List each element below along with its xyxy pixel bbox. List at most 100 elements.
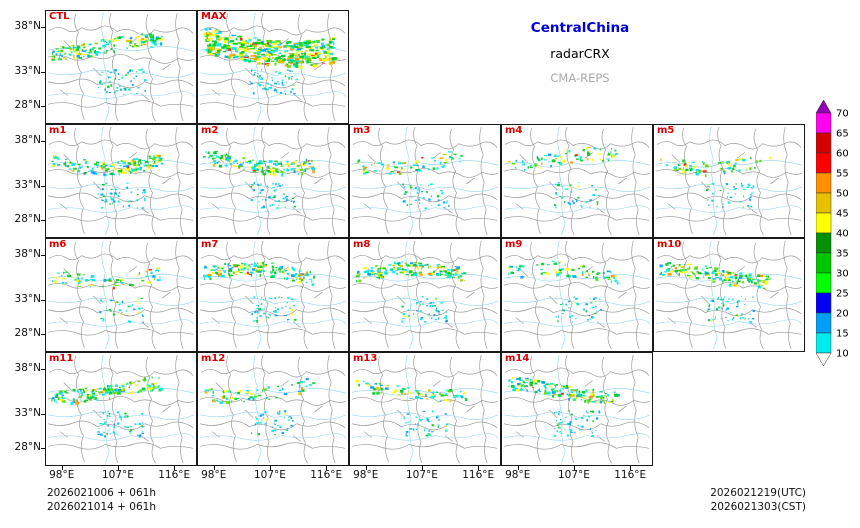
panel-label: m3 — [353, 125, 371, 136]
map-canvas — [47, 354, 195, 464]
map-canvas — [199, 126, 347, 236]
lon-tick-label: 98°E — [353, 469, 379, 481]
valid-time-cst: 2026021303(CST) — [710, 501, 806, 513]
colorbar-over-arrow — [815, 99, 832, 114]
map-canvas — [351, 240, 499, 350]
colorbar-tick-label: 15 — [836, 329, 849, 340]
lon-tick-mark — [174, 466, 176, 470]
lat-tick-label: 33°N — [14, 292, 41, 305]
region-title: CentralChina — [530, 20, 630, 36]
map-canvas — [351, 126, 499, 236]
colorbar-segment — [815, 112, 832, 134]
lat-tick-label: 28°N — [14, 440, 41, 453]
colorbar-segment — [815, 132, 832, 154]
colorbar-segment — [815, 232, 832, 254]
lon-tick-label: 107°E — [253, 469, 286, 481]
map-canvas — [351, 354, 499, 464]
panel-m1: m1 — [45, 124, 197, 238]
panel-label: m9 — [505, 239, 523, 250]
lon-tick-label: 107°E — [557, 469, 590, 481]
lon-tick-mark — [517, 466, 519, 470]
colorbar-segment — [815, 152, 832, 174]
lat-tick-mark — [41, 141, 45, 143]
lat-tick-label: 28°N — [14, 326, 41, 339]
lat-tick-mark — [41, 333, 45, 335]
colorbar-tick-label: 65 — [836, 129, 849, 140]
map-canvas — [47, 12, 195, 122]
colorbar-tick-label: 60 — [836, 149, 849, 160]
panel-label: m6 — [49, 239, 67, 250]
colorbar-tick-label: 55 — [836, 169, 849, 180]
panel-label: m2 — [201, 125, 219, 136]
panel-m6: m6 — [45, 238, 197, 352]
panel-CTL: CTL — [45, 10, 197, 124]
panel-m2: m2 — [197, 124, 349, 238]
map-canvas — [503, 240, 651, 350]
lon-tick-label: 98°E — [201, 469, 227, 481]
colorbar-tick-label: 35 — [836, 249, 849, 260]
lon-tick-mark — [269, 466, 271, 470]
lon-tick-label: 107°E — [405, 469, 438, 481]
lon-tick-mark — [117, 466, 119, 470]
lat-tick-mark — [41, 369, 45, 371]
lon-tick-mark — [365, 466, 367, 470]
valid-time-block: 2026021219(UTC) 2026021303(CST) — [688, 486, 806, 514]
colorbar-tick-label: 40 — [836, 229, 849, 240]
lat-tick-mark — [41, 255, 45, 257]
lat-tick-mark — [41, 413, 45, 415]
lat-tick-mark — [41, 27, 45, 29]
lat-tick-label: 28°N — [14, 98, 41, 111]
lon-tick-mark — [573, 466, 575, 470]
lon-tick-label: 98°E — [505, 469, 531, 481]
product-title: radarCRX — [550, 46, 610, 61]
panel-label: MAX — [201, 11, 227, 22]
colorbar-tick-label: 50 — [836, 189, 849, 200]
colorbar-tick-label: 25 — [836, 289, 849, 300]
lat-tick-label: 33°N — [14, 406, 41, 419]
valid-time-utc: 2026021219(UTC) — [710, 487, 806, 499]
panel-label: m4 — [505, 125, 523, 136]
colorbar-under-arrow — [815, 352, 832, 367]
colorbar-segment — [815, 332, 832, 354]
lon-tick-label: 107°E — [101, 469, 134, 481]
map-canvas — [503, 126, 651, 236]
lat-tick-mark — [41, 219, 45, 221]
colorbar-tick-label: 70 — [836, 109, 849, 120]
lon-tick-mark — [630, 466, 632, 470]
lat-tick-label: 38°N — [14, 248, 41, 261]
panel-m9: m9 — [501, 238, 653, 352]
lon-tick-label: 116°E — [462, 469, 495, 481]
map-canvas — [199, 354, 347, 464]
colorbar-segment — [815, 172, 832, 194]
lat-tick-label: 38°N — [14, 134, 41, 147]
init-time-line2: 2026021014 + 061h — [47, 501, 156, 513]
lon-tick-mark — [326, 466, 328, 470]
colorbar-segment — [815, 292, 832, 314]
lon-tick-mark — [61, 466, 63, 470]
model-title: CMA-REPS — [550, 71, 610, 85]
panel-label: m14 — [505, 353, 530, 364]
init-time-line1: 2026021006 + 061h — [47, 487, 156, 499]
colorbar-tick-label: 10 — [836, 349, 849, 360]
lat-tick-mark — [41, 71, 45, 73]
panel-m5: m5 — [653, 124, 805, 238]
lat-tick-label: 33°N — [14, 64, 41, 77]
lon-tick-label: 116°E — [614, 469, 647, 481]
lat-tick-label: 38°N — [14, 362, 41, 375]
colorbar: 70 65 60 55 50 45 40 35 30 25 20 15 10 — [815, 99, 860, 372]
colorbar-tick-label: 45 — [836, 209, 849, 220]
panel-label: m7 — [201, 239, 219, 250]
panel-m8: m8 — [349, 238, 501, 352]
panel-m7: m7 — [197, 238, 349, 352]
map-canvas — [199, 240, 347, 350]
panel-label: m12 — [201, 353, 226, 364]
panel-label: m13 — [353, 353, 378, 364]
panel-m3: m3 — [349, 124, 501, 238]
lat-tick-mark — [41, 185, 45, 187]
init-time-block: 2026021006 + 061h 2026021014 + 061h — [47, 486, 156, 514]
lat-tick-label: 28°N — [14, 212, 41, 225]
panel-label: m10 — [657, 239, 682, 250]
panel-label: m1 — [49, 125, 67, 136]
colorbar-tick-label: 30 — [836, 269, 849, 280]
colorbar-segment — [815, 212, 832, 234]
